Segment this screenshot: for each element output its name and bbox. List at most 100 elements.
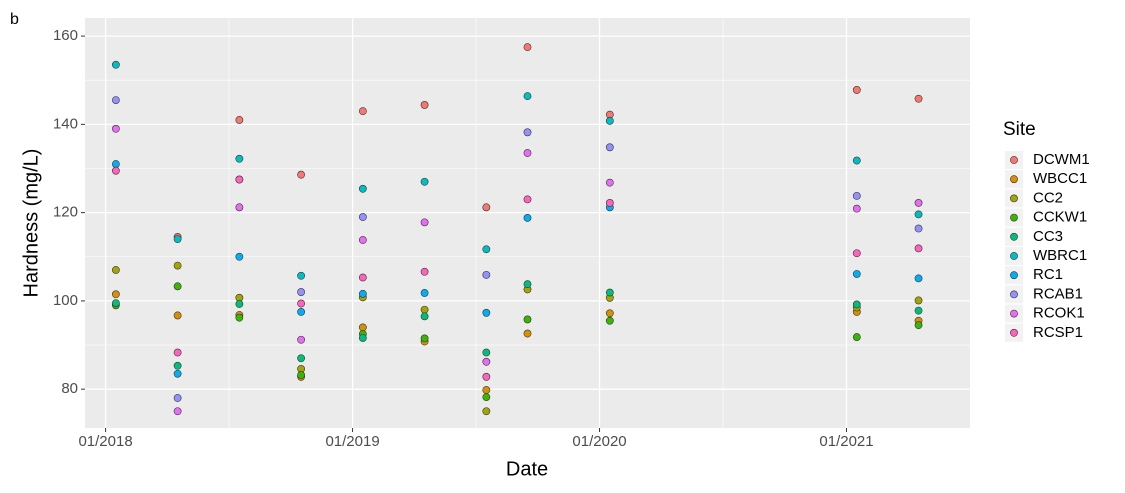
point: [420, 177, 429, 186]
point: [605, 178, 614, 187]
legend-label: RCOK1: [1033, 305, 1085, 322]
point: [605, 309, 614, 318]
point: [420, 305, 429, 314]
point: [482, 372, 491, 381]
y-tick-label: 100: [53, 292, 78, 309]
point: [914, 199, 923, 207]
point: [605, 288, 614, 297]
point: [235, 313, 244, 322]
point: [235, 154, 244, 163]
point: [523, 149, 532, 157]
point: [523, 315, 532, 324]
point: [111, 266, 120, 274]
point: [482, 357, 491, 366]
panel-label: b: [10, 11, 19, 28]
point: [111, 60, 120, 69]
legend-label: WBCC1: [1033, 170, 1087, 187]
point: [605, 143, 614, 152]
point: [852, 86, 861, 94]
point: [358, 323, 367, 332]
y-tick-label: 140: [53, 115, 78, 132]
point: [852, 333, 861, 341]
legend-label: RC1: [1033, 266, 1063, 283]
point: [482, 308, 491, 317]
point: [420, 289, 429, 297]
point: [523, 128, 532, 137]
point: [852, 156, 861, 165]
point: [358, 289, 367, 298]
legend-symbol: [1010, 328, 1018, 337]
point: [482, 393, 491, 402]
point: [358, 273, 367, 282]
point: [482, 348, 491, 357]
y-axis-title: Hardness (mg/L): [20, 149, 42, 298]
point: [111, 299, 120, 308]
x-axis-title: Date: [506, 458, 548, 480]
point: [111, 166, 120, 175]
legend-symbol: [1010, 309, 1018, 318]
legend-symbol: [1010, 156, 1018, 164]
point: [914, 210, 923, 219]
point: [358, 236, 367, 244]
y-tick-label: 160: [53, 27, 78, 44]
legend-label: CC3: [1033, 228, 1063, 245]
legend-symbol: [1010, 175, 1018, 184]
point: [173, 361, 182, 370]
x-tick-label: 01/2019: [325, 433, 379, 450]
point: [852, 191, 861, 200]
x-tick-label: 01/2021: [819, 433, 873, 450]
point: [173, 394, 182, 402]
legend-symbol: [1010, 271, 1018, 280]
point: [173, 407, 182, 416]
point: [523, 195, 532, 204]
point: [173, 311, 182, 320]
point: [523, 43, 532, 52]
x-tick-label: 01/2018: [78, 433, 132, 450]
legend-label: RCSP1: [1033, 324, 1083, 341]
point: [297, 271, 306, 280]
y-tick-label: 120: [53, 204, 78, 221]
legend-symbol: [1010, 290, 1018, 299]
point: [914, 94, 923, 103]
point: [605, 116, 614, 125]
point: [358, 107, 367, 116]
point: [523, 329, 532, 338]
point: [358, 334, 367, 342]
point: [111, 290, 120, 299]
point: [482, 407, 491, 416]
x-tick-label: 01/2020: [572, 433, 626, 450]
point: [235, 252, 244, 261]
point: [852, 249, 861, 258]
legend-symbol: [1010, 213, 1018, 222]
point: [111, 160, 120, 168]
point: [605, 199, 614, 207]
point: [482, 245, 491, 254]
point: [914, 321, 923, 330]
point: [297, 308, 306, 316]
point: [523, 214, 532, 222]
legend-symbol: [1010, 232, 1018, 241]
point: [914, 274, 923, 283]
point: [852, 270, 861, 278]
plot-background: [85, 18, 970, 428]
point: [235, 300, 244, 308]
point: [111, 124, 120, 133]
legend-label: CCKW1: [1033, 209, 1087, 226]
point: [297, 170, 306, 179]
point: [297, 299, 306, 308]
point: [482, 386, 491, 394]
point: [297, 354, 306, 363]
point: [482, 203, 491, 212]
point: [297, 371, 306, 379]
point: [173, 235, 182, 244]
point: [420, 101, 429, 109]
point: [235, 203, 244, 212]
point: [914, 224, 923, 233]
legend-label: DCWM1: [1033, 151, 1090, 168]
point: [914, 306, 923, 315]
legend-symbol: [1010, 194, 1018, 203]
point: [173, 369, 182, 378]
point: [605, 316, 614, 325]
point: [420, 312, 429, 321]
point: [852, 300, 861, 309]
